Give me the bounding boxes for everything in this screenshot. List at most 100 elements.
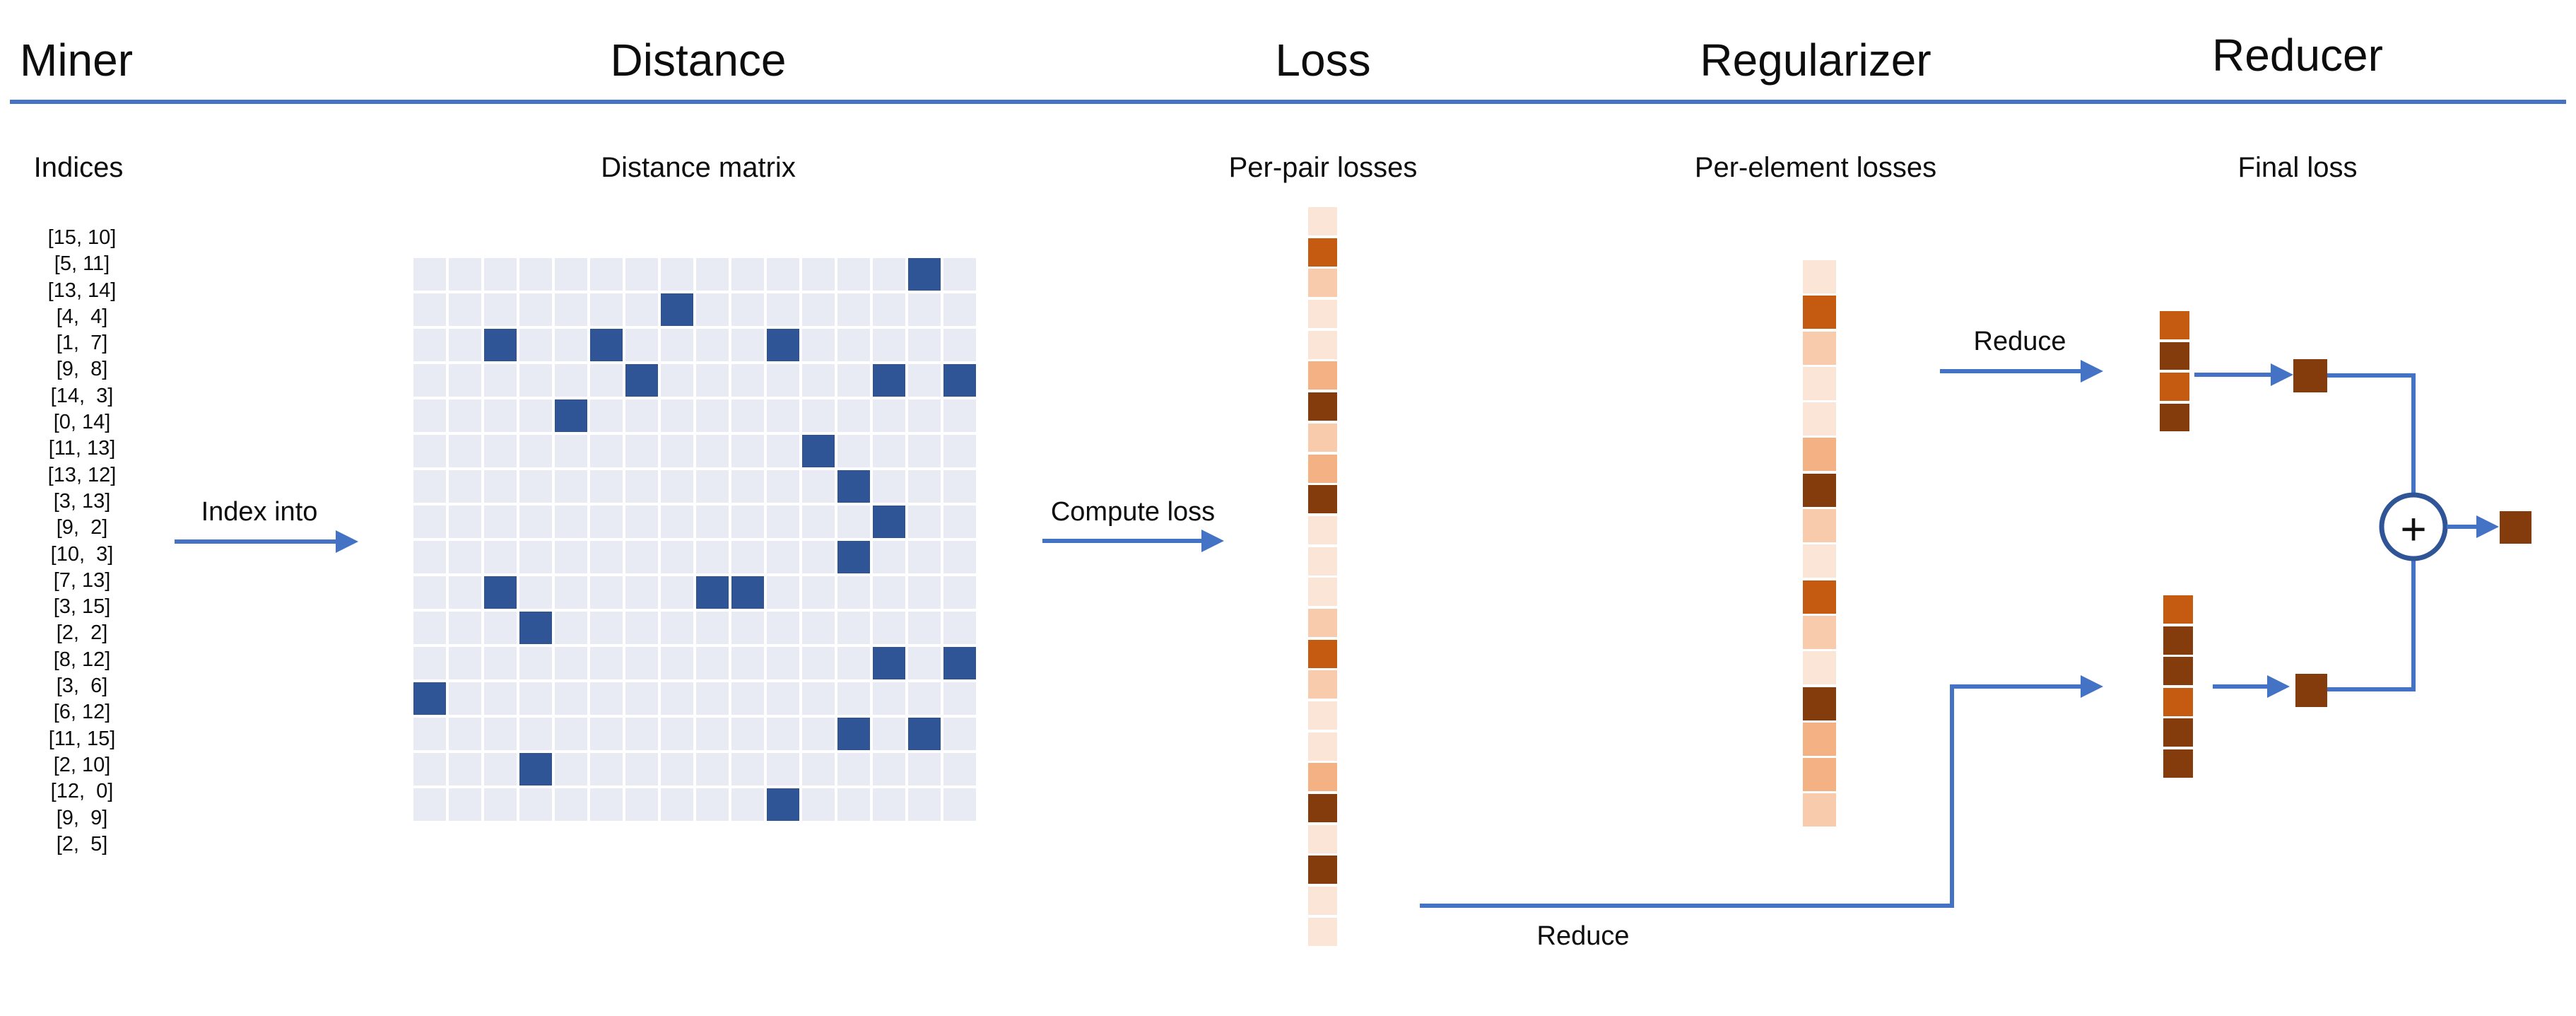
matrix-cell [449,435,481,467]
matrix-cell [731,506,764,538]
matrix-cell [519,470,552,503]
matrix-cell [484,788,517,821]
per-element-loss-cell [1803,473,1836,507]
matrix-cell [908,329,941,361]
matrix-cell [449,576,481,609]
matrix-cell [696,258,729,291]
matrix-cell [696,399,729,432]
matrix-cell [661,576,693,609]
bottom-strip-to-square-arrowhead [2267,675,2290,698]
matrix-cell [696,435,729,467]
matrix-cell [767,682,799,715]
per-element-loss-cell [1803,296,1836,329]
matrix-cell [449,364,481,397]
matrix-cell [661,788,693,821]
matrix-cell [661,258,693,291]
matrix-cell [873,718,905,750]
per-element-loss-cell [1803,544,1836,578]
matrix-cell [802,506,835,538]
matrix-cell [802,682,835,715]
matrix-cell [767,506,799,538]
matrix-cell [449,399,481,432]
per-pair-loss-cell [1308,330,1337,359]
per-pair-loss-cell [1308,547,1337,576]
matrix-cell [449,541,481,573]
reduced-loss-cell [2163,749,2193,778]
matrix-cell [873,788,905,821]
index-pair: [11, 13] [48,437,116,460]
matrix-cell [696,506,729,538]
matrix-cell [590,470,623,503]
matrix-cell [802,258,835,291]
column-title-reducer: Reducer [2212,30,2383,81]
reduced-loss-cell [2160,311,2189,339]
matrix-cell [731,612,764,644]
index-into-label: Index into [201,497,318,527]
per-pair-loss-cell [1308,917,1337,946]
reduced-loss-cell [2160,341,2189,370]
matrix-cell [802,364,835,397]
per-pair-losses-strip [1308,207,1337,946]
matrix-cell-highlighted [590,329,623,361]
matrix-cell [767,293,799,326]
matrix-cell [731,470,764,503]
matrix-cell [555,612,587,644]
index-pair: [0, 14] [53,411,111,434]
matrix-cell [767,258,799,291]
matrix-cell [590,682,623,715]
per-pair-loss-cell [1308,639,1337,668]
matrix-cell [484,718,517,750]
per-pair-loss-cell [1308,670,1337,699]
matrix-cell [519,682,552,715]
matrix-cell [413,541,446,573]
reduce-top-label: Reduce [1973,327,2066,356]
distance-matrix-grid [413,258,976,821]
matrix-cell-highlighted [767,788,799,821]
index-pair: [15, 10] [47,226,117,249]
per-pair-loss-cell [1308,207,1337,235]
plus-combiner-circle [2379,492,2448,561]
per-pair-loss-cell [1308,701,1337,730]
matrix-cell [661,329,693,361]
matrix-cell-highlighted [767,329,799,361]
reduced-loss-cell [2163,595,2193,624]
matrix-cell [943,576,976,609]
matrix-cell [802,612,835,644]
reduce-bottom-label: Reduce [1536,921,1630,951]
matrix-cell-highlighted [837,718,870,750]
matrix-cell [413,293,446,326]
matrix-cell [767,364,799,397]
reduced-loss-cell [2163,687,2193,716]
per-pair-loss-cell [1308,361,1337,390]
matrix-cell [413,576,446,609]
matrix-cell [519,718,552,750]
matrix-cell [590,258,623,291]
index-pair: [2, 5] [56,832,108,856]
matrix-cell-highlighted [873,647,905,679]
matrix-cell [908,470,941,503]
matrix-cell [943,470,976,503]
reduce-top-arrowhead [2081,360,2103,383]
matrix-cell [590,753,623,786]
matrix-cell [449,612,481,644]
matrix-cell [731,718,764,750]
header-divider-line [10,100,2566,104]
per-pair-loss-cell [1308,454,1337,483]
matrix-cell [590,293,623,326]
matrix-cell [413,753,446,786]
column-title-loss: Loss [1275,35,1371,86]
plus-sign: + [2400,503,2426,554]
matrix-cell [943,329,976,361]
matrix-cell-highlighted [873,364,905,397]
matrix-cell [625,399,658,432]
matrix-cell [802,293,835,326]
matrix-cell [555,435,587,467]
matrix-cell [837,682,870,715]
matrix-cell-highlighted [873,506,905,538]
matrix-cell [873,576,905,609]
matrix-cell [873,612,905,644]
per-pair-loss-cell [1308,515,1337,544]
matrix-cell [767,576,799,609]
matrix-cell [731,753,764,786]
reduce-bottom-elbow-arrowhead [2081,675,2103,698]
